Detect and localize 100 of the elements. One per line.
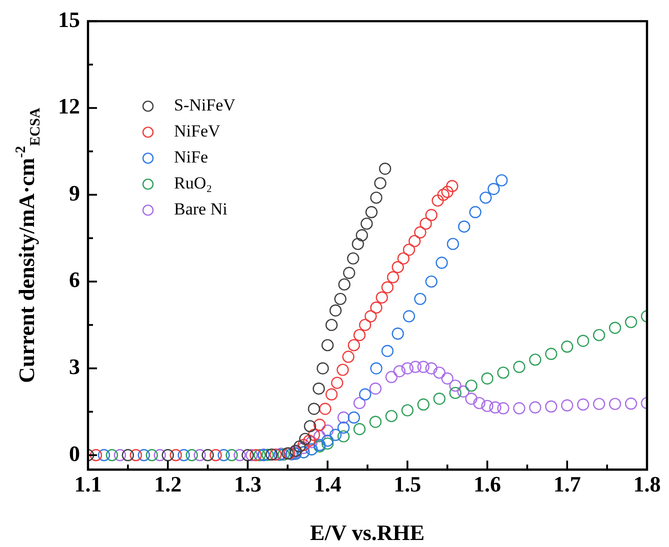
- point: [170, 449, 182, 462]
- point: [369, 416, 382, 428]
- point: [329, 428, 342, 441]
- point: [473, 396, 486, 410]
- point: [348, 411, 360, 424]
- point: [577, 334, 590, 347]
- x-tick-label: 1.4: [314, 471, 342, 496]
- point: [186, 449, 198, 462]
- point: [497, 402, 510, 414]
- point: [446, 238, 460, 250]
- point: [432, 194, 444, 207]
- point: [408, 234, 421, 248]
- point: [202, 449, 214, 462]
- point: [436, 256, 448, 269]
- point: [465, 380, 478, 392]
- point: [414, 226, 426, 238]
- point: [449, 386, 462, 400]
- x-tick-label: 1.7: [553, 471, 581, 496]
- point: [321, 339, 334, 352]
- point: [138, 449, 150, 462]
- point: [433, 392, 446, 405]
- point: [441, 372, 454, 385]
- point: [376, 291, 388, 304]
- point: [385, 370, 398, 384]
- point: [294, 440, 306, 453]
- point: [449, 380, 462, 392]
- point: [90, 449, 102, 462]
- point: [356, 229, 368, 242]
- point: [417, 360, 430, 373]
- point: [425, 275, 438, 288]
- point: [561, 399, 574, 412]
- point: [353, 396, 366, 410]
- point: [624, 316, 638, 328]
- point: [608, 398, 622, 410]
- point: [381, 281, 394, 294]
- x-tick-label: 1.5: [394, 471, 422, 496]
- point: [397, 252, 410, 265]
- point: [592, 398, 606, 410]
- point: [278, 448, 290, 461]
- point: [481, 400, 494, 412]
- y-tick-label: 9: [69, 180, 80, 206]
- point: [286, 448, 298, 460]
- point: [130, 449, 142, 462]
- x-tick-label: 1.8: [633, 471, 661, 496]
- x-tick-label: 1.1: [74, 471, 102, 496]
- point: [402, 244, 416, 256]
- point: [497, 366, 510, 379]
- point: [393, 365, 406, 378]
- point: [608, 322, 622, 334]
- point: [513, 360, 526, 373]
- point: [331, 376, 344, 389]
- point: [441, 186, 454, 198]
- point: [321, 424, 334, 437]
- point: [489, 401, 502, 414]
- point: [194, 449, 206, 462]
- point: [417, 398, 430, 411]
- point: [353, 423, 366, 436]
- point: [359, 318, 372, 332]
- y-tick-label: 12: [58, 94, 80, 119]
- point: [420, 218, 432, 230]
- point: [270, 448, 282, 461]
- x-tick-label: 1.6: [474, 471, 502, 496]
- point: [592, 328, 606, 342]
- point: [298, 438, 310, 452]
- point: [364, 310, 377, 322]
- point: [242, 449, 254, 462]
- point: [465, 392, 478, 405]
- point: [308, 402, 320, 415]
- point: [392, 328, 404, 340]
- point: [374, 177, 386, 190]
- point: [106, 449, 118, 462]
- point: [234, 449, 246, 462]
- point: [337, 422, 350, 434]
- point: [262, 448, 274, 461]
- point: [319, 402, 332, 415]
- point: [114, 449, 126, 462]
- point: [370, 192, 382, 204]
- point: [313, 418, 326, 431]
- legend-label: NiFeV: [174, 122, 221, 141]
- point: [381, 344, 394, 358]
- point: [480, 192, 492, 204]
- x-axis-title: E/V vs.RHE: [310, 520, 425, 545]
- point: [425, 208, 438, 222]
- point: [325, 388, 338, 400]
- point: [545, 400, 558, 413]
- point: [352, 238, 364, 250]
- point: [338, 278, 350, 291]
- point: [146, 449, 158, 462]
- point: [299, 432, 312, 446]
- legend-label: Bare Ni: [174, 200, 228, 219]
- point: [402, 310, 416, 322]
- point: [401, 362, 414, 374]
- legend-label: S-NiFeV: [174, 96, 236, 115]
- point: [325, 318, 338, 332]
- point: [303, 434, 316, 447]
- point: [458, 220, 470, 233]
- point: [154, 449, 166, 462]
- point: [250, 449, 262, 462]
- point: [321, 434, 334, 447]
- point: [577, 398, 590, 411]
